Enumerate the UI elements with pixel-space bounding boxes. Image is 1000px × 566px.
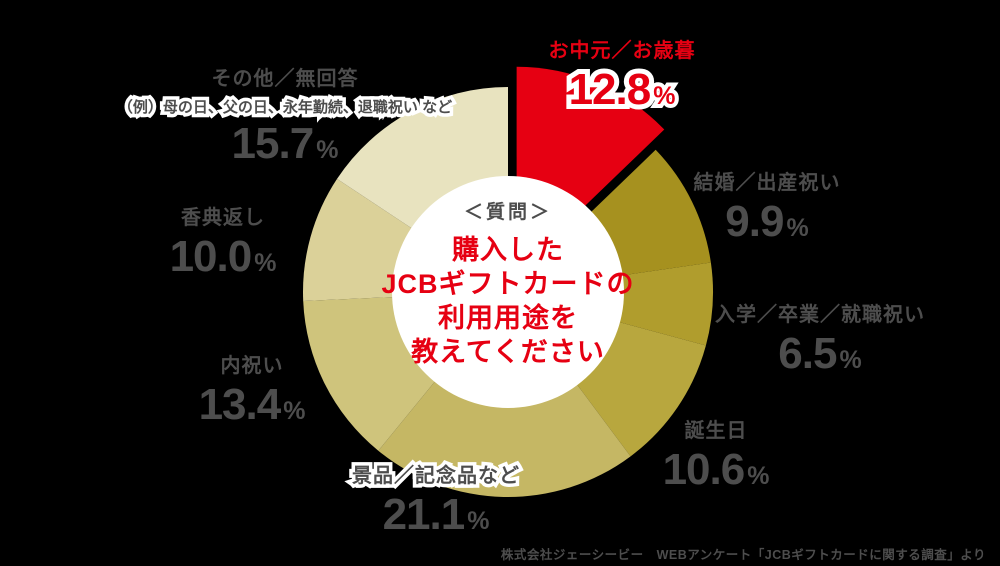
percent-sign: % <box>653 82 675 111</box>
segment-percent-number: 10.0 <box>169 232 253 281</box>
segment-percent-number: 10.6 <box>662 445 746 494</box>
segment-label-ochugen-oseibo: お中元／お歳暮 12.8% <box>549 34 696 115</box>
question-line: 利用用途を <box>438 303 578 333</box>
segment-name: 香典返し <box>181 207 265 229</box>
segment-percent-number: 6.5 <box>778 329 837 378</box>
percent-sign: % <box>747 462 770 490</box>
segment-label-kodengaeshi: 香典返し 10.0% <box>170 201 277 282</box>
segment-example-note-text: （例）母の日、父の日、永年勤続、退職祝い など <box>118 96 452 117</box>
center-question: ＜質問＞ 購入した JCBギフトカードの 利用用途を 教えてください <box>368 197 648 369</box>
percent-sign: % <box>786 214 809 242</box>
segment-name: その他／無回答 <box>211 68 359 90</box>
segment-name: 結婚／出産祝い <box>693 172 841 194</box>
question-line: 教えてください <box>411 337 605 367</box>
percent-sign: % <box>316 136 339 164</box>
segment-label-kekkon-shussan: 結婚／出産祝い 9.9% <box>694 166 841 247</box>
segment-value: 6.5% <box>715 329 925 379</box>
segment-percent-number: 21.1 <box>382 490 466 539</box>
segment-name: 入学／卒業／就職祝い <box>715 304 925 326</box>
question-line: JCBギフトカードの <box>381 269 635 299</box>
segment-example-note: （例）母の日、父の日、永年勤続、退職祝い など <box>118 96 452 117</box>
segment-value: 10.6% <box>663 445 770 495</box>
segment-label-tanjobi: 誕生日 10.6% <box>663 414 770 495</box>
segment-label-nyugaku-sotsugyo-shushoku: 入学／卒業／就職祝い 6.5% <box>715 298 925 379</box>
segment-value: 10.0% <box>170 232 277 282</box>
question-tag: ＜質問＞ <box>463 202 552 223</box>
segment-name: お中元／お歳暮 <box>548 40 696 62</box>
question-line: 購入した <box>452 235 564 265</box>
percent-sign: % <box>254 249 277 277</box>
segment-percent-number: 12.8 <box>569 65 652 115</box>
segment-name: 誕生日 <box>684 420 748 442</box>
segment-percent-number: 15.7 <box>231 119 315 168</box>
segment-value: 13.4% <box>199 380 306 430</box>
segment-value: 12.8% <box>549 65 696 115</box>
segment-name: 内祝い <box>220 355 284 377</box>
segment-name-text: 景品／記念品など <box>352 459 520 488</box>
donut-hole <box>392 176 624 408</box>
segment-label-keihin-kinenhin: 景品／記念品など 21.1% <box>352 459 520 540</box>
segment-value: 15.7% <box>118 119 452 169</box>
segment-name: 景品／記念品など <box>352 459 520 488</box>
percent-sign: % <box>283 397 306 425</box>
segment-percent-number: 13.4 <box>198 380 282 429</box>
segment-percent-number: 9.9 <box>725 197 784 246</box>
segment-value: 9.9% <box>694 197 841 247</box>
percent-sign: % <box>467 507 490 535</box>
segment-label-uchiiwai: 内祝い 13.4% <box>199 349 306 430</box>
segment-value: 21.1% <box>352 490 520 540</box>
question-text: 購入した JCBギフトカードの 利用用途を 教えてください <box>368 233 648 369</box>
segment-label-sonota-mukaito: その他／無回答 （例）母の日、父の日、永年勤続、退職祝い など 15.7% <box>118 62 452 169</box>
percent-sign: % <box>839 346 862 374</box>
source-attribution: 株式会社ジェーシービー WEBアンケート「JCBギフトカードに関する調査」より <box>500 548 986 562</box>
